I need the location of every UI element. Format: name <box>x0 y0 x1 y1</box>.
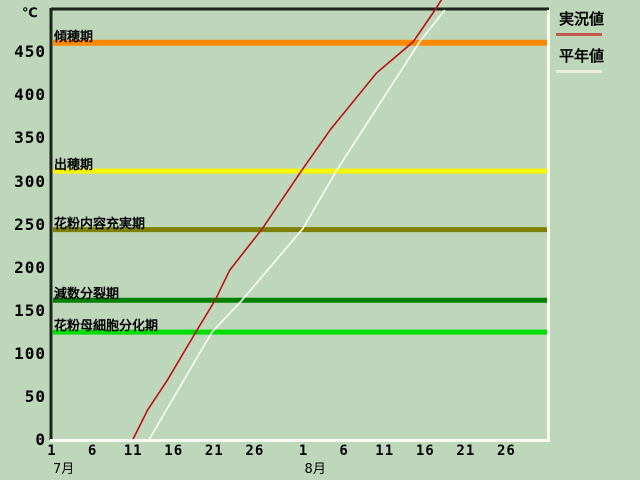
legend-item-normal: 平年値 <box>556 45 620 73</box>
x-tick-label-5: 26 <box>245 443 265 459</box>
series-line-0 <box>132 0 443 440</box>
stage-label-2: 花粉内容充実期 <box>54 216 146 232</box>
x-tick-label-1: 6 <box>87 443 98 459</box>
x-tick-label-6: 1 <box>298 443 309 459</box>
y-tick-label-450: 450 <box>14 42 46 62</box>
legend-swatch-actual-line <box>556 33 602 36</box>
legend-item-actual: 実況値 <box>556 8 620 36</box>
stage-label-4: 花粉母細胞分化期 <box>54 319 159 335</box>
y-tick-label-350: 350 <box>14 128 46 148</box>
x-tick-label-9: 16 <box>415 443 435 459</box>
legend-swatch-normal-line <box>556 70 602 73</box>
x-tick-label-8: 11 <box>375 443 395 459</box>
legend-label-normal: 平年値 <box>559 47 605 65</box>
y-tick-label-50: 50 <box>24 386 46 406</box>
y-tick-label-300: 300 <box>14 171 46 191</box>
stage-label-0: 傾穂期 <box>54 29 94 45</box>
y-tick-label-250: 250 <box>14 214 46 234</box>
y-axis-unit-label: ℃ <box>22 6 38 21</box>
y-tick-label-100: 100 <box>14 343 46 363</box>
x-tick-label-3: 16 <box>164 443 184 459</box>
x-tick-label-11: 26 <box>496 443 516 459</box>
series-line-1 <box>148 9 446 440</box>
y-tick-label-150: 150 <box>14 300 46 320</box>
y-tick-label-400: 400 <box>14 85 46 105</box>
x-tick-label-7: 6 <box>339 443 349 459</box>
x-tick-label-10: 21 <box>456 443 476 459</box>
y-tick-label-0: 0 <box>35 430 46 449</box>
legend-label-actual: 実況値 <box>559 10 605 28</box>
month-label-1: 8月 <box>304 462 326 477</box>
month-label-0: 7月 <box>53 462 75 477</box>
x-tick-label-0: 1 <box>47 443 57 459</box>
x-tick-label-4: 21 <box>204 443 224 459</box>
y-tick-label-200: 200 <box>14 257 46 277</box>
stage-label-1: 出穂期 <box>54 158 94 174</box>
stage-label-3: 減数分裂期 <box>54 287 120 303</box>
x-tick-label-2: 11 <box>123 443 143 459</box>
legend: 実況値 平年値 <box>556 8 620 82</box>
